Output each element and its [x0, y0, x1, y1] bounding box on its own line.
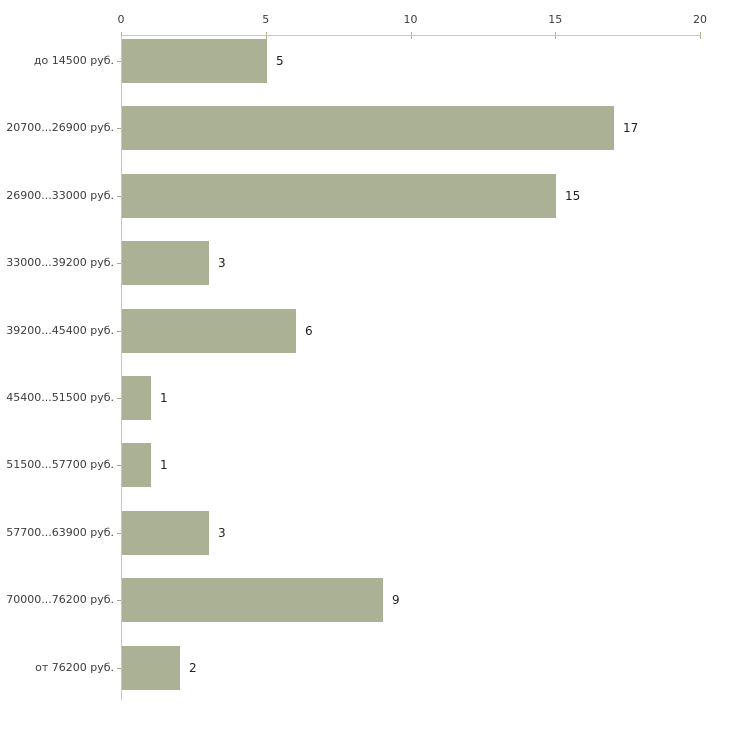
category-tick	[117, 263, 121, 264]
category-label: от 76200 руб.	[35, 661, 114, 674]
value-label: 9	[392, 593, 400, 607]
category-tick	[117, 61, 121, 62]
value-label: 15	[565, 189, 581, 203]
y-axis-line	[121, 35, 122, 700]
category-tick	[117, 600, 121, 601]
x-axis-tick-label: 5	[262, 13, 270, 26]
bar	[122, 578, 383, 622]
x-axis-tick-label: 0	[117, 13, 125, 26]
bar	[122, 39, 267, 83]
value-label: 1	[160, 391, 168, 405]
category-tick	[117, 398, 121, 399]
category-label: 70000...76200 руб.	[6, 593, 114, 606]
bar	[122, 309, 296, 353]
x-axis-tick-label: 20	[693, 13, 707, 26]
value-label: 6	[305, 324, 313, 338]
bar	[122, 443, 151, 487]
bar	[122, 241, 209, 285]
value-label: 5	[276, 54, 284, 68]
x-axis-tick-label: 15	[548, 13, 563, 26]
category-label: 33000...39200 руб.	[6, 256, 114, 269]
category-label: 51500...57700 руб.	[6, 458, 114, 471]
value-label: 2	[189, 661, 197, 675]
category-label: 39200...45400 руб.	[6, 324, 114, 337]
category-label: до 14500 руб.	[33, 54, 114, 67]
bar	[122, 376, 151, 420]
value-label: 3	[218, 526, 226, 540]
category-tick	[117, 533, 121, 534]
category-tick	[117, 196, 121, 197]
category-label: 20700...26900 руб.	[6, 121, 114, 134]
category-tick	[117, 465, 121, 466]
bar	[122, 646, 180, 690]
value-label: 3	[218, 256, 226, 270]
value-label: 17	[623, 121, 639, 135]
category-tick	[117, 331, 121, 332]
category-tick	[117, 128, 121, 129]
x-axis-tick	[700, 32, 701, 39]
value-label: 1	[160, 458, 168, 472]
category-label: 57700...63900 руб.	[6, 526, 114, 539]
bar	[122, 106, 614, 150]
category-label: 26900...33000 руб.	[6, 189, 114, 202]
bar	[122, 511, 209, 555]
x-axis-line	[121, 35, 700, 36]
category-label: 45400...51500 руб.	[6, 391, 114, 404]
bar	[122, 174, 556, 218]
category-tick	[117, 668, 121, 669]
x-axis-tick-label: 10	[403, 13, 418, 26]
